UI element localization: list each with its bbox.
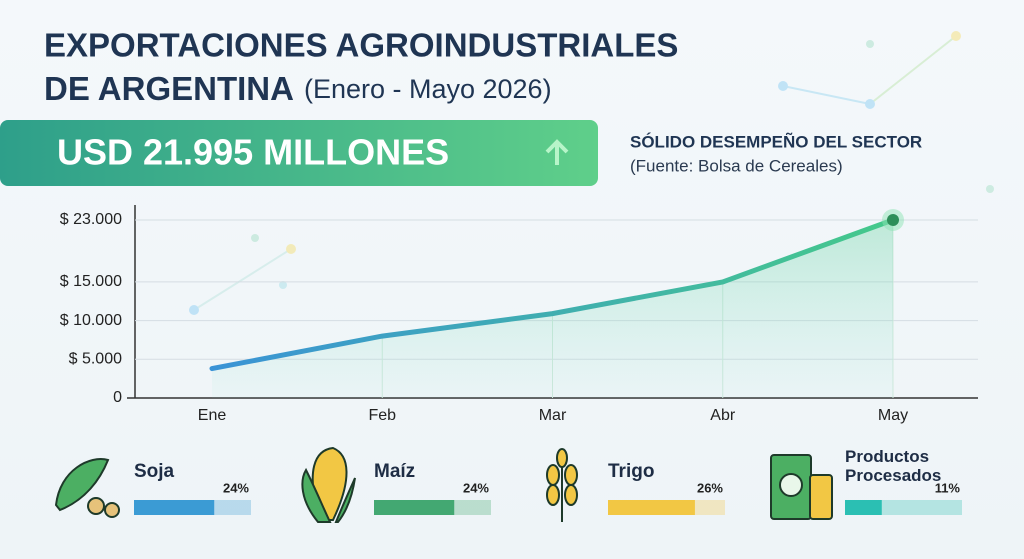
y-tick-label: $ 15.000 [60,273,122,290]
value-label: 11% [935,480,961,495]
category-label: Trigo [608,461,655,482]
icons [54,446,833,523]
total-banner [0,120,598,186]
x-tick-label: Mar [539,407,567,424]
value-label: 24% [223,480,249,495]
y-tick-label: $ 23.000 [60,211,122,228]
point [887,214,899,226]
category-label: Maíz [374,461,416,482]
area [212,220,893,398]
x-tick-label: Ene [198,407,227,424]
y-tick-label: $ 5.000 [69,351,122,368]
bar [374,500,455,515]
y-tick-label: $ 10.000 [60,312,122,329]
source: (Fuente: Bolsa de Cereales) [630,156,843,175]
value-label: 24% [463,480,489,495]
up-arrow [545,139,569,165]
x-tick-label: Feb [368,407,396,424]
category-label: Soja [134,461,175,482]
category-label: Productos Procesados [845,447,942,485]
y-tick-label: 0 [113,389,122,406]
bar [845,500,882,515]
tagline: SÓLIDO DESEMPEÑO DEL SECTOR [630,131,922,151]
bar [608,500,695,515]
value-label: 26% [697,480,723,495]
line [209,217,896,372]
x-tick-label: May [878,407,908,424]
title-line-2: DE ARGENTINA (Enero - Mayo 2026) [44,70,552,107]
x-tick-label: Abr [710,407,736,424]
title-line-1: EXPORTACIONES AGROINDUSTRIALES [44,27,678,64]
bar [134,500,215,515]
subtitle: (Enero - Mayo 2026) [304,74,552,104]
decoration [189,31,994,315]
total: USD 21.995 MILLONES [57,132,449,173]
